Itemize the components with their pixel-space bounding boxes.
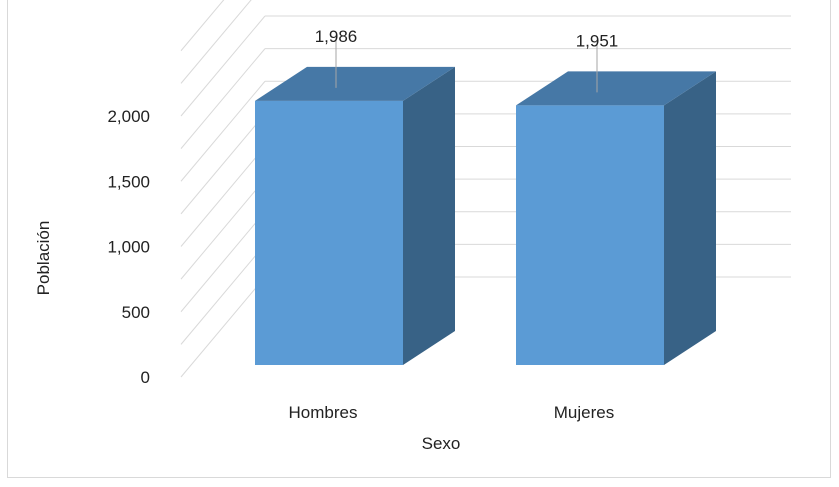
labels: 0 500 1,000 1,500 2,000 1,986 Hombres 1,951 Muje… [107, 27, 618, 422]
side-gridline [180, 244, 266, 345]
chart-frame: 0 500 1,000 1,500 2,000 1,986 Hombres 1,951 Muje… [7, 0, 831, 478]
bar-chart: 0 500 1,000 1,500 2,000 1,986 Hombres 1,951 Muje… [34, 0, 791, 453]
side-gridline [180, 80, 266, 182]
bar-front-hombres [255, 100, 403, 366]
y-axis-label: Población [34, 221, 53, 296]
x-axis-label: Sexo [422, 434, 461, 453]
bar-side-hombres [403, 66, 455, 366]
bar-front-mujeres [516, 105, 664, 365]
side-gridline [180, 0, 252, 84]
bar-side-mujeres [664, 71, 716, 365]
x-tick-label: Mujeres [554, 403, 614, 422]
side-gridline [180, 178, 266, 280]
bars [255, 66, 716, 366]
y-tick-label: 500 [122, 303, 150, 322]
bar-top-mujeres [516, 71, 716, 106]
x-tick-label: Hombres [289, 403, 358, 422]
side-gridline [180, 48, 266, 149]
side-gridline [180, 0, 225, 52]
data-label: 1,951 [576, 31, 619, 50]
side-gridline [180, 146, 266, 247]
bar-top-hombres [255, 66, 455, 101]
side-gridline [180, 113, 266, 215]
side-gridline [180, 15, 266, 117]
y-tick-label: 1,000 [107, 238, 150, 257]
y-tick-label: 1,500 [107, 172, 150, 191]
side-gridline [180, 276, 266, 378]
y-tick-label: 0 [141, 368, 150, 387]
y-tick-label: 2,000 [107, 107, 150, 126]
side-gridline [180, 211, 266, 313]
data-label: 1,986 [315, 27, 358, 46]
